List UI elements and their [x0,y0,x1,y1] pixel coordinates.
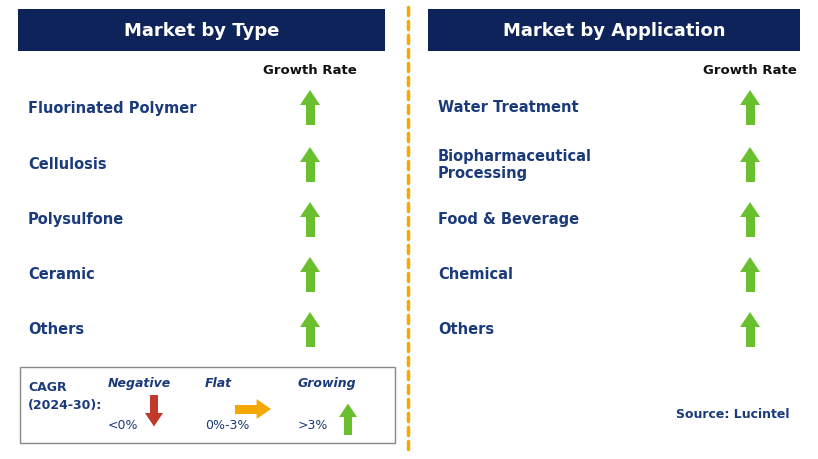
Text: Fluorinated Polymer: Fluorinated Polymer [28,100,196,115]
Text: Biopharmaceutical
Processing: Biopharmaceutical Processing [438,148,592,181]
Text: Water Treatment: Water Treatment [438,100,578,115]
Polygon shape [745,106,754,126]
FancyBboxPatch shape [20,367,395,443]
Polygon shape [344,417,352,435]
Text: Market by Application: Market by Application [503,22,726,40]
Text: Flat: Flat [205,377,232,390]
Polygon shape [740,257,760,272]
Polygon shape [740,202,760,218]
Polygon shape [745,327,754,347]
FancyBboxPatch shape [18,10,385,52]
Polygon shape [339,403,357,417]
Text: Others: Others [28,322,84,337]
Polygon shape [300,312,320,327]
Polygon shape [305,106,314,126]
Polygon shape [745,162,754,183]
FancyBboxPatch shape [428,10,800,52]
Text: Source: Lucintel: Source: Lucintel [676,408,790,420]
Polygon shape [300,91,320,106]
Polygon shape [150,395,158,413]
Polygon shape [745,272,754,292]
Text: Others: Others [438,322,494,337]
Polygon shape [740,148,760,162]
Polygon shape [235,405,257,414]
Text: >3%: >3% [298,419,328,431]
Polygon shape [257,399,271,419]
Polygon shape [305,272,314,292]
Text: <0%: <0% [108,419,138,431]
Polygon shape [300,148,320,162]
Text: Market by Type: Market by Type [124,22,279,40]
Polygon shape [740,91,760,106]
Polygon shape [145,413,163,426]
Text: 0%-3%: 0%-3% [205,419,249,431]
Text: Growing: Growing [298,377,357,390]
Polygon shape [740,312,760,327]
Polygon shape [305,162,314,183]
Text: Cellulosis: Cellulosis [28,157,106,172]
Text: Chemical: Chemical [438,267,513,282]
Text: Growth Rate: Growth Rate [703,63,797,76]
Polygon shape [305,218,314,237]
Text: Polysulfone: Polysulfone [28,212,124,227]
Polygon shape [305,327,314,347]
Text: Food & Beverage: Food & Beverage [438,212,579,227]
Polygon shape [745,218,754,237]
Polygon shape [300,202,320,218]
Text: Ceramic: Ceramic [28,267,95,282]
Text: (2024-30):: (2024-30): [28,398,102,412]
Text: CAGR: CAGR [28,381,66,394]
Polygon shape [300,257,320,272]
Text: Negative: Negative [108,377,171,390]
Text: Growth Rate: Growth Rate [263,63,357,76]
